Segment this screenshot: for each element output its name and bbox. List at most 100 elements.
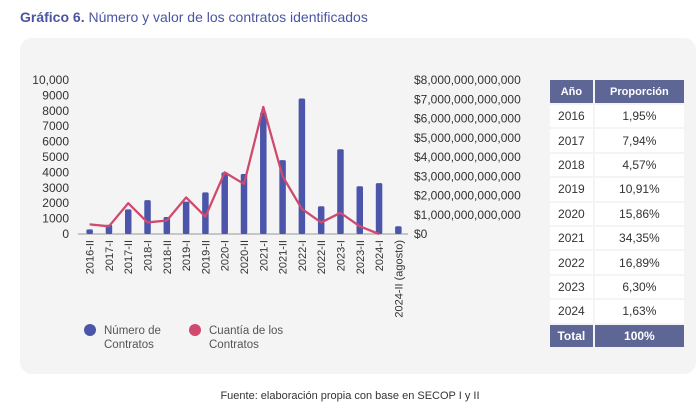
table-cell-proportion: 34,35% — [592, 224, 687, 252]
x-tick-label: 2022-II — [316, 240, 328, 274]
bar — [395, 226, 402, 234]
table-cell-proportion: 15,86% — [592, 200, 687, 227]
table-total-value: 100% — [592, 322, 687, 349]
table-cell-year: 2021 — [548, 224, 595, 252]
table-cell-year: 2023 — [548, 273, 595, 301]
table-row: 2023 6,30% — [548, 273, 687, 301]
bar — [221, 172, 228, 234]
right-tick-label: $6,000,000,000,000 — [414, 112, 521, 126]
x-tick-label: 2017-I — [104, 240, 116, 271]
table-cell-year: 2016 — [548, 102, 595, 130]
table-row: 2016 1,95% — [548, 102, 687, 130]
bar — [86, 229, 93, 234]
series-line — [89, 105, 380, 236]
bar — [124, 209, 132, 234]
table-row: 2019 10,91% — [548, 176, 687, 203]
bar — [317, 206, 325, 234]
x-axis-ticks: 2016-II 2017-I 2017-II 2018-I 2018-II 2019-I 2… — [85, 240, 406, 318]
legend-label: Contratos — [209, 339, 259, 351]
x-tick-label: 2019-I — [181, 240, 193, 271]
x-tick-label: 2017-II — [123, 240, 135, 274]
bar — [375, 183, 383, 234]
line-series — [89, 105, 380, 236]
right-tick-label: $2,000,000,000,000 — [414, 189, 521, 203]
x-tick-label: 2020-II — [239, 240, 251, 274]
table-cell-proportion: 1,95% — [592, 102, 687, 130]
table-header-proportion: Proporción — [592, 78, 687, 105]
bar — [202, 192, 209, 234]
x-tick-label: 2020-I — [220, 240, 232, 271]
left-tick-label: 6000 — [42, 135, 69, 149]
table-cell-year: 2022 — [548, 249, 595, 276]
left-tick-label: 7000 — [42, 119, 69, 133]
left-tick-label: 1000 — [42, 212, 69, 226]
table-row: 2017 7,94% — [548, 127, 687, 154]
left-tick-label: 0 — [62, 227, 69, 241]
left-tick-label: 5000 — [42, 150, 69, 164]
table-header-row: Año Proporción — [548, 78, 687, 105]
bar — [260, 112, 267, 234]
table-cell-proportion: 16,89% — [592, 249, 687, 276]
legend-label: Contratos — [104, 339, 154, 351]
proportion-table: Año Proporción 2016 1,95% 2017 7,94% 2018 4… — [548, 78, 687, 349]
right-axis-ticks: $0 $1,000,000,000,000 $2,000,000,000,000 $3… — [414, 73, 521, 241]
legend: Número de Contratos Cuantía de los Contrato… — [84, 324, 283, 351]
x-tick-label: 2023-II — [355, 240, 367, 274]
bar — [356, 186, 364, 234]
right-tick-label: $7,000,000,000,000 — [414, 92, 521, 106]
table-cell-year: 2018 — [548, 151, 595, 179]
table-total-row: Total 100% — [548, 322, 687, 349]
left-tick-label: 4000 — [42, 165, 69, 179]
table-cell-proportion: 6,30% — [592, 273, 687, 301]
bar — [144, 200, 151, 234]
right-tick-label: $4,000,000,000,000 — [414, 150, 521, 164]
table-cell-year: 2024 — [548, 298, 595, 325]
x-tick-label: 2024-I — [374, 240, 386, 271]
table-row: 2021 34,35% — [548, 224, 687, 252]
legend-label: Número de — [104, 325, 161, 337]
x-tick-label: 2022-I — [297, 240, 309, 271]
left-tick-label: 2000 — [42, 196, 69, 210]
x-tick-label: 2021-II — [278, 240, 290, 274]
x-tick-label: 2024-II (agosto) — [393, 240, 405, 318]
table-cell-proportion: 10,91% — [592, 176, 687, 203]
x-tick-label: 2019-II — [200, 240, 212, 274]
table-row: 2024 1,63% — [548, 298, 687, 325]
legend-swatch — [189, 324, 201, 336]
right-tick-label: $5,000,000,000,000 — [414, 131, 521, 145]
x-tick-label: 2021-I — [258, 240, 270, 271]
chart-title-prefix: Gráfico 6. — [20, 9, 85, 25]
chart-title: Gráfico 6. Número y valor de los contrat… — [20, 9, 368, 25]
bar — [240, 173, 248, 234]
left-tick-label: 9000 — [42, 88, 69, 102]
source-note: Fuente: elaboración propia con base en S… — [220, 390, 480, 402]
table-header-year: Año — [548, 78, 595, 105]
left-tick-label: 10,000 — [32, 73, 69, 87]
table-cell-year: 2019 — [548, 176, 595, 203]
right-tick-label: $8,000,000,000,000 — [414, 73, 521, 87]
table-row: 2018 4,57% — [548, 151, 687, 179]
table-row: 2020 15,86% — [548, 200, 687, 227]
table-cell-year: 2017 — [548, 127, 595, 154]
x-tick-label: 2018-II — [162, 240, 174, 274]
right-tick-label: $3,000,000,000,000 — [414, 169, 521, 183]
bar — [298, 98, 306, 234]
x-tick-label: 2018-I — [143, 240, 155, 271]
legend-swatch — [84, 324, 96, 336]
table-row: 2022 16,89% — [548, 249, 687, 276]
bar-series — [86, 98, 402, 234]
bar — [337, 149, 344, 234]
table-cell-year: 2020 — [548, 200, 595, 227]
table-cell-proportion: 4,57% — [592, 151, 687, 179]
x-tick-label: 2016-II — [85, 240, 97, 274]
table-total-label: Total — [548, 322, 595, 349]
legend-label: Cuantía de los — [209, 325, 283, 337]
right-tick-label: $0 — [414, 227, 428, 241]
table-cell-proportion: 7,94% — [592, 127, 687, 154]
bar — [182, 201, 190, 234]
right-tick-label: $1,000,000,000,000 — [414, 208, 521, 222]
table-cell-proportion: 1,63% — [592, 298, 687, 325]
x-tick-label: 2023-I — [335, 240, 347, 271]
left-tick-label: 3000 — [42, 181, 69, 195]
